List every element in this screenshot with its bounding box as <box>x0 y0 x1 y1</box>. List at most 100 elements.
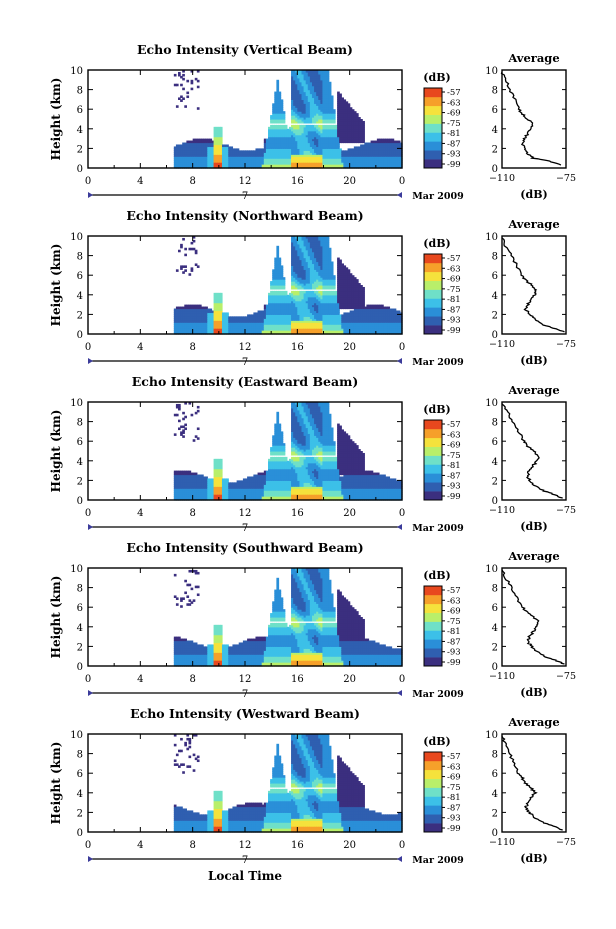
heat-cell <box>297 275 301 278</box>
heat-cell <box>337 148 340 151</box>
heat-cell <box>293 318 296 321</box>
heat-cell <box>330 273 334 276</box>
heat-cell <box>341 294 344 298</box>
heat-cell <box>316 292 319 296</box>
heat-cell <box>274 134 277 138</box>
heat-cell <box>295 158 298 161</box>
heat-cell <box>276 150 280 153</box>
heat-cell <box>349 120 353 124</box>
heat-cell <box>295 99 298 102</box>
heat-cell <box>209 158 213 161</box>
heat-cell <box>326 312 330 315</box>
heat-cell <box>322 320 326 323</box>
heat-cell <box>358 324 361 327</box>
heat-cell <box>215 320 219 323</box>
heat-cell <box>282 290 286 294</box>
heat-cell <box>291 294 294 298</box>
heat-cell <box>376 140 380 144</box>
heat-cell <box>272 328 275 331</box>
heat-cell <box>297 126 301 130</box>
heat-cell <box>320 97 324 100</box>
heat-cell <box>198 316 202 319</box>
heat-cell <box>343 99 347 102</box>
heat-cell <box>211 148 215 151</box>
heat-cell <box>297 241 301 245</box>
heat-cell <box>339 113 342 116</box>
heat-cell <box>228 156 231 159</box>
heat-cell <box>276 144 280 148</box>
heat-cell <box>245 162 248 165</box>
heat-cell <box>215 140 219 144</box>
heat-cell <box>305 271 309 274</box>
heat-cell <box>307 109 311 112</box>
heat-cell <box>314 275 317 278</box>
heat-cell <box>299 328 303 331</box>
heat-cell <box>320 265 324 268</box>
heat-cell <box>291 249 294 253</box>
heat-cell <box>314 253 317 257</box>
heat-cell <box>276 124 280 128</box>
heat-cell <box>211 156 215 159</box>
heat-cell <box>278 126 282 130</box>
heat-cell <box>337 279 340 282</box>
heat-cell <box>320 138 324 142</box>
heat-cell <box>389 148 393 151</box>
heat-cell <box>293 101 296 104</box>
heat-cell <box>238 158 242 161</box>
heat-cell <box>268 136 271 140</box>
heat-cell <box>314 243 317 247</box>
heat-cell <box>309 124 313 128</box>
heat-cell <box>309 245 313 249</box>
heat-cell <box>307 140 311 144</box>
heat-cell <box>284 330 288 333</box>
heat-cell <box>180 326 183 329</box>
heat-cell <box>320 298 324 302</box>
heat-cell <box>278 109 282 112</box>
heat-cell <box>268 324 271 327</box>
heat-cell <box>192 152 196 155</box>
heat-cell <box>330 277 334 280</box>
heat-cell <box>217 146 221 149</box>
heat-cell <box>343 107 347 110</box>
heat-cell <box>324 259 328 263</box>
heat-cell <box>188 322 192 325</box>
heat-cell <box>268 314 271 317</box>
heat-cell <box>318 115 321 118</box>
heat-cell <box>219 298 223 302</box>
heat-cell <box>175 150 179 153</box>
heat-cell <box>360 328 363 331</box>
heat-cell <box>190 144 194 148</box>
heat-cell <box>297 265 301 268</box>
heat-cell <box>326 261 330 265</box>
heat-cell <box>353 285 357 288</box>
heat-cell <box>194 156 198 159</box>
heat-cell <box>303 105 307 108</box>
heat-cell <box>276 142 280 146</box>
heat-cell <box>318 261 321 265</box>
heat-cell <box>349 304 353 308</box>
heat-cell <box>335 164 338 167</box>
heat-cell <box>351 115 355 118</box>
heat-cell <box>343 109 347 112</box>
heat-cell <box>219 314 223 317</box>
heat-cell <box>245 150 248 153</box>
heat-cell <box>274 124 277 128</box>
heat-cell <box>345 294 349 298</box>
heat-cell <box>328 265 332 268</box>
heat-cell <box>337 132 340 136</box>
heat-cell <box>213 146 217 149</box>
heat-cell <box>213 292 217 296</box>
heat-cell <box>314 277 317 280</box>
heat-cell <box>280 292 284 296</box>
heat-cell <box>311 109 315 112</box>
heat-cell <box>291 138 294 142</box>
heat-cell <box>253 160 257 163</box>
heat-cell <box>270 296 273 300</box>
heat-cell <box>270 126 273 130</box>
heat-cell <box>274 103 277 106</box>
heat-cell <box>301 239 305 243</box>
heat-cell <box>261 314 265 317</box>
heat-cell <box>257 314 261 317</box>
heat-cell <box>347 328 351 331</box>
heat-cell <box>332 113 336 116</box>
